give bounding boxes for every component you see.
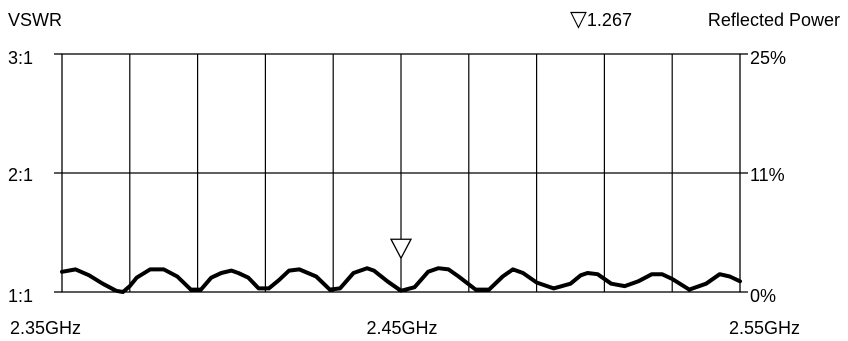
x-tick-label: 2.55GHz	[729, 318, 800, 338]
grid-lines	[62, 54, 740, 292]
marker-triangle-icon	[389, 238, 413, 260]
right-tick-label: 11%	[750, 165, 785, 185]
x-tick-label: 2.35GHz	[10, 318, 81, 338]
marker-readout-symbol: ▽	[570, 7, 587, 32]
left-axis-label: VSWR	[8, 10, 62, 30]
right-tick-label: 25%	[750, 48, 786, 68]
right-tick-label: 0%	[750, 286, 776, 306]
left-tick-label: 2:1	[8, 165, 33, 185]
x-tick-label: 2.45GHz	[366, 318, 437, 338]
left-tick-label: 3:1	[8, 48, 33, 68]
marker-readout-value: 1.267	[587, 10, 632, 30]
tick-marks	[54, 53, 748, 293]
left-tick-label: 1:1	[8, 286, 33, 306]
marker-readout: ▽1.267	[570, 7, 632, 32]
vswr-trace-line	[60, 266, 742, 294]
right-axis-label: Reflected Power	[708, 10, 840, 30]
